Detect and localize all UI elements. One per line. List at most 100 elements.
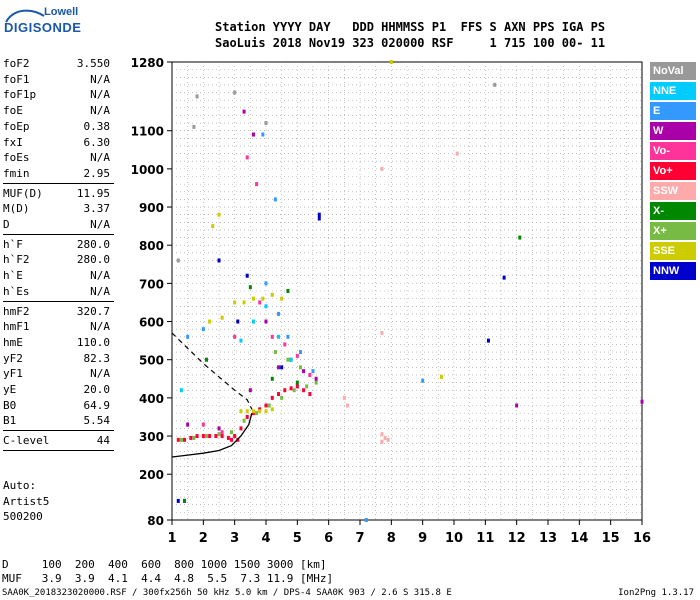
x-tick-label: 1 <box>167 531 176 546</box>
param-value: 82.3 <box>83 351 111 365</box>
param-name: B1 <box>3 414 17 428</box>
echo-point-e <box>421 378 425 383</box>
y-tick-label: 400 <box>139 392 164 406</box>
echo-point-xplus <box>255 411 259 416</box>
echo-point-sse <box>280 296 284 301</box>
d-distance-row: D 100 200 400 600 800 1000 1500 3000 [km… <box>2 558 327 571</box>
param-row: M(D) 3.37 <box>3 201 113 217</box>
param-name: hmF1 <box>3 320 30 334</box>
param-row: fmin 2.95 <box>3 166 113 182</box>
param-value: 5.54 <box>83 414 111 428</box>
param-name: D <box>3 218 10 231</box>
echo-point-w <box>242 109 246 114</box>
param-row: h`F2 280.0 <box>3 252 113 268</box>
param-row: hmF1 N/A <box>3 319 113 335</box>
version-label: Ion2Png 1.3.17 <box>618 588 694 598</box>
echo-point-sse <box>245 409 249 414</box>
true-height-profile <box>171 412 253 458</box>
x-tick-label: 6 <box>324 531 333 546</box>
echo-point-vominus <box>201 422 205 427</box>
echo-point-sse <box>239 409 243 414</box>
param-name: foF1p <box>3 88 37 102</box>
file-info-footer: SAA0K_2018323020000.RSF / 300fx256h 50 k… <box>2 588 452 598</box>
echo-point-e <box>201 327 205 332</box>
param-row: hmF2 320.7 <box>3 304 113 320</box>
x-tick-label: 7 <box>355 531 364 546</box>
param-value: 280.0 <box>76 253 110 267</box>
param-value: N/A <box>90 88 110 102</box>
y-tick-label: 200 <box>139 468 164 482</box>
echo-point-e <box>186 334 190 339</box>
param-value: 6.30 <box>83 135 111 149</box>
echo-point-xminus <box>518 235 522 240</box>
echo-point-w <box>515 403 519 408</box>
echo-point-noval <box>195 94 199 99</box>
echo-point-voplus <box>308 392 312 397</box>
echo-point-w <box>277 365 281 370</box>
echo-point-ssw <box>383 435 387 440</box>
echo-point-w <box>248 388 252 393</box>
param-name: C-level <box>3 434 50 448</box>
param-value: 110.0 <box>76 335 110 349</box>
legend-item-w: W <box>650 122 696 140</box>
virtual-height-trace <box>171 332 253 410</box>
param-name: foF2 <box>3 57 30 70</box>
echo-point-vominus <box>220 430 224 435</box>
param-value: N/A <box>90 151 110 165</box>
y-tick-label: 700 <box>139 277 164 291</box>
param-value: N/A <box>90 269 110 283</box>
echo-point-noval <box>493 82 497 87</box>
param-row: D N/A <box>3 217 113 233</box>
echo-point-voplus <box>277 392 281 397</box>
logo-swoosh-icon <box>5 9 45 23</box>
echo-point-w <box>640 399 644 404</box>
echo-point-voplus <box>214 434 218 439</box>
echo-point-xminus <box>183 498 187 503</box>
x-tick-label: 10 <box>445 531 463 546</box>
echo-point-e <box>298 350 302 355</box>
param-value: 3.550 <box>76 57 110 70</box>
x-tick-label: 13 <box>539 531 557 546</box>
param-row: yF1 N/A <box>3 366 113 382</box>
param-value: N/A <box>90 284 110 298</box>
y-tick-label: 1000 <box>131 163 164 177</box>
legend-item-noval: NoVal <box>650 62 696 80</box>
legend-item-xminus: X- <box>650 202 696 220</box>
echo-point-sse <box>258 409 262 414</box>
echo-point-xplus <box>286 357 290 362</box>
param-name: h`E <box>3 269 23 283</box>
echo-point-e <box>273 197 277 202</box>
echo-point-sse <box>439 374 443 379</box>
echo-point-xplus <box>273 350 277 355</box>
echo-point-ssw <box>386 437 390 442</box>
echo-point-e <box>311 369 315 374</box>
echo-point-vominus <box>308 372 312 377</box>
x-tick-label: 8 <box>387 531 396 546</box>
auto-scaling-info: Auto: Artist5 500200 <box>3 478 49 525</box>
echo-point-sse <box>251 296 255 301</box>
echo-point-voplus <box>233 434 237 439</box>
logo-line2: DIGISONDE <box>4 20 82 35</box>
param-value: 3.37 <box>83 202 111 216</box>
param-name: hmF2 <box>3 304 30 318</box>
header-labels: Station YYYY DAY DDD HHMMSS P1 FFS S AXN… <box>215 20 606 34</box>
param-name: MUF(D) <box>3 186 43 200</box>
param-value: N/A <box>90 72 110 86</box>
echo-point-vominus <box>295 353 299 358</box>
legend-item-xplus: X+ <box>650 222 696 240</box>
echo-point-voplus <box>295 384 299 389</box>
legend-item-sse: SSE <box>650 242 696 260</box>
legend-item-e: E <box>650 102 696 120</box>
param-name: foEs <box>3 151 30 165</box>
echo-point-nnw <box>245 273 249 278</box>
echo-point-xplus <box>280 395 284 400</box>
y-tick-label: 900 <box>139 201 164 215</box>
param-name: yF2 <box>3 351 23 365</box>
echo-point-xplus <box>217 432 221 437</box>
param-value: N/A <box>90 320 110 334</box>
param-value: N/A <box>90 218 110 231</box>
param-value: 280.0 <box>76 237 110 251</box>
echo-point-voplus <box>270 395 274 400</box>
echo-point-sse <box>233 300 237 305</box>
echo-point-e <box>277 311 281 316</box>
